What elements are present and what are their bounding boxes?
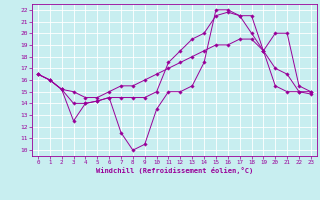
X-axis label: Windchill (Refroidissement éolien,°C): Windchill (Refroidissement éolien,°C)	[96, 167, 253, 174]
